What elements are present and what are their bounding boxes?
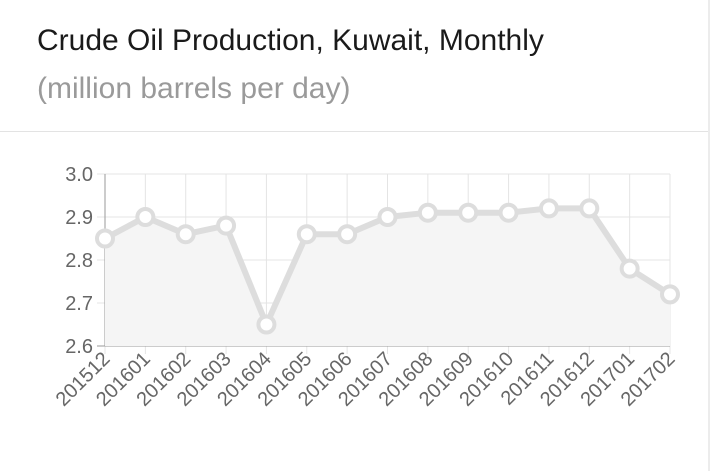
- data-point: [337, 224, 358, 245]
- data-point: [498, 202, 519, 223]
- data-point: [377, 207, 398, 227]
- header-divider: [0, 131, 710, 132]
- y-tick-label: 2.7: [65, 293, 93, 315]
- data-point: [216, 215, 237, 236]
- data-point: [579, 198, 600, 219]
- data-point: [660, 284, 680, 305]
- data-point: [135, 207, 156, 227]
- data-point: [417, 202, 438, 223]
- data-point: [175, 224, 196, 245]
- data-point: [458, 202, 479, 223]
- y-tick-label: 2.6: [65, 336, 93, 358]
- y-tick-label: 2.8: [65, 250, 93, 272]
- y-tick-label: 3.0: [65, 164, 93, 186]
- chart-title: Crude Oil Production, Kuwait, Monthly: [37, 24, 544, 57]
- data-point: [619, 258, 640, 279]
- chart-header: Crude Oil Production, Kuwait, Monthly (m…: [0, 0, 710, 130]
- data-point: [296, 224, 317, 245]
- series-area: [105, 208, 670, 346]
- card-edge: [708, 0, 710, 471]
- point-layer: [95, 198, 680, 335]
- data-point: [256, 314, 277, 335]
- data-point: [95, 228, 115, 249]
- chart-subtitle: (million barrels per day): [37, 72, 351, 105]
- area-layer: [105, 208, 670, 346]
- y-tick-label: 2.9: [65, 207, 93, 229]
- data-point: [538, 198, 559, 219]
